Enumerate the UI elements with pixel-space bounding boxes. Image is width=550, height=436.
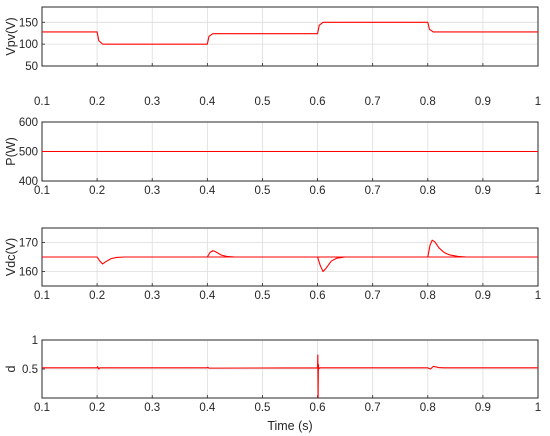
x-tick-label: 0.1 <box>34 402 50 414</box>
plot-area-vpv <box>41 6 539 67</box>
x-axis-label: Time (s) <box>267 419 312 433</box>
panel-vpv: 0.1 0.2 0.3 0.4 0.5 0.6 0.7 0.8 0.9 150100150Vpv(… <box>4 6 541 108</box>
panel-power: 0.1 0.2 0.3 0.4 0.5 0.6 0.7 0.8 0.9 1 400 500 600P(W… <box>4 117 541 197</box>
x-tick-label: 0.2 <box>89 96 105 108</box>
y-tick-label: 600 <box>19 117 38 129</box>
plot-border-duty <box>41 339 539 399</box>
x-tick-label: 0.8 <box>420 96 436 108</box>
x-tick-label: 0.7 <box>365 96 381 108</box>
x-tick-label: 0.8 <box>420 185 436 197</box>
x-tick-label: 0.9 <box>475 185 491 197</box>
y-tick-label: 100 <box>19 39 38 51</box>
x-tick-label: 0.3 <box>144 185 160 197</box>
series-line-vdc <box>317 256 346 273</box>
x-tick-label: 0.6 <box>310 96 326 108</box>
x-tick-label: 0.2 <box>89 290 105 302</box>
x-tick-label: 1 <box>535 96 541 108</box>
x-tick-label: 0.7 <box>365 185 381 197</box>
panel-duty: 0.1 0.2 0.3 0.4 0.5 0.6 0.7 0.8 0.9 1 0.5 1 d Time (s… <box>4 335 541 433</box>
y-axis-label-vpv: Vpv(V) <box>4 17 18 55</box>
plot-border-vpv <box>41 6 539 67</box>
x-tick-label: 0.2 <box>89 185 105 197</box>
y-tick-label: 1 <box>32 335 38 347</box>
x-tick-label: 0.8 <box>420 402 436 414</box>
series-line-vdc <box>206 250 235 258</box>
x-tick-label: 0.5 <box>254 96 270 108</box>
x-tick-label: 0.4 <box>199 402 216 414</box>
x-tick-label: 0.1 <box>34 290 50 302</box>
x-tick-label: 1 <box>535 185 541 197</box>
x-tick-label: 0.7 <box>365 290 381 302</box>
series-line-vdc <box>427 239 467 258</box>
x-tick-label: 0.2 <box>89 402 105 414</box>
x-tick-label: 0.5 <box>254 290 270 302</box>
x-tick-label: 1 <box>535 402 541 414</box>
x-tick-label: 0.1 <box>34 185 50 197</box>
x-tick-label: 0.6 <box>310 290 326 302</box>
y-tick-label: 500 <box>19 147 38 159</box>
x-tick-label: 0.6 <box>310 185 326 197</box>
series-line-duty <box>42 354 538 398</box>
x-tick-label: 0.5 <box>254 185 270 197</box>
y-tick-label: 150 <box>19 17 38 29</box>
y-tick-label: 50 <box>25 61 38 73</box>
x-tick-label: 0.9 <box>475 402 491 414</box>
x-tick-label: 0.3 <box>144 96 160 108</box>
x-tick-label: 0.3 <box>144 402 160 414</box>
series-line-vpv <box>42 21 538 45</box>
y-tick-label: 160 <box>19 267 38 279</box>
y-axis-label-vdc: Vdc(V) <box>4 238 18 276</box>
y-axis-label-power: P(W) <box>4 137 18 165</box>
x-tick-label: 0.5 <box>254 402 270 414</box>
y-tick-label: 400 <box>19 176 38 188</box>
y-axis-label-duty: d <box>4 365 18 372</box>
x-tick-label: 0.9 <box>475 290 491 302</box>
series-line-vdc <box>42 256 538 265</box>
x-tick-label: 0.4 <box>199 185 216 197</box>
x-tick-label: 0.9 <box>475 96 491 108</box>
y-tick-label: 170 <box>19 238 38 250</box>
y-tick-label: 0.5 <box>22 364 38 376</box>
x-tick-label: 0.6 <box>310 402 326 414</box>
x-tick-label: 0.3 <box>144 290 160 302</box>
x-tick-label: 0.4 <box>199 96 216 108</box>
x-tick-label: 0.8 <box>420 290 436 302</box>
x-tick-label: 1 <box>535 290 541 302</box>
x-tick-label: 0.1 <box>34 96 50 108</box>
x-tick-label: 0.7 <box>365 402 381 414</box>
x-tick-label: 0.4 <box>199 290 216 302</box>
